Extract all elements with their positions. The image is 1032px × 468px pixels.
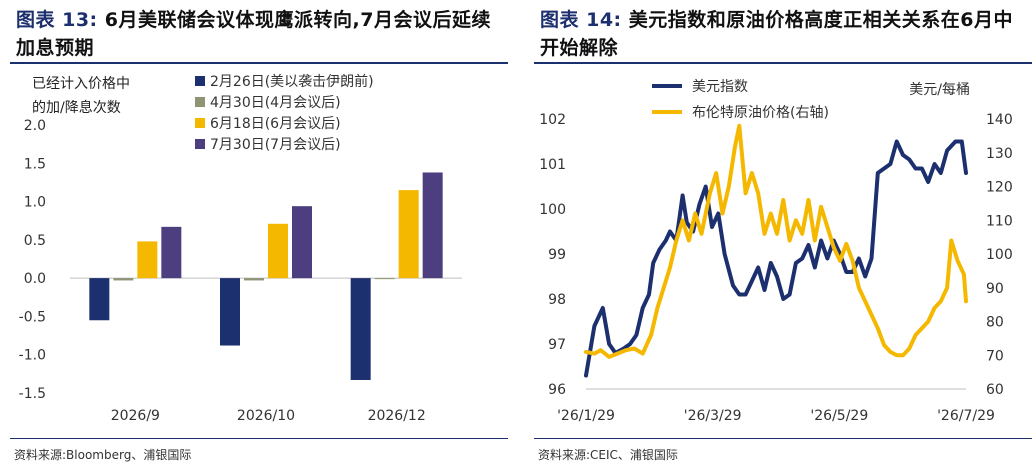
right-y-tick-label: 60 bbox=[986, 382, 1004, 398]
right-y-tick-label: 70 bbox=[986, 348, 1004, 364]
right-title-prefix: 图表 14: bbox=[540, 9, 622, 31]
bar-3-3 bbox=[398, 190, 419, 279]
right-y-tick-label: 90 bbox=[986, 281, 1004, 297]
x-tick-label: 2026/12 bbox=[368, 408, 426, 424]
right-y-tick-label: 130 bbox=[986, 146, 1013, 162]
x-tick-label: '26/5/29 bbox=[810, 408, 868, 424]
x-tick-label: '26/3/29 bbox=[684, 408, 742, 424]
x-tick-label: '26/7/29 bbox=[937, 408, 995, 424]
legend-label: 6月18日(6月会议后) bbox=[210, 116, 341, 132]
legend-label: 2月26日(美以袭击伊朗前) bbox=[210, 73, 374, 90]
right-line-chart: 102 101 100 99 98 97 96 140 130 120 110 100 90 80 70 60… bbox=[539, 79, 1013, 424]
x-tick-label: 2026/10 bbox=[237, 408, 295, 424]
right-chart-title: 图表 14: 美元指数和原油价格高度正相关关系在6月中开始解除 bbox=[540, 6, 1026, 62]
x-tick-label: 2026/9 bbox=[111, 408, 160, 424]
legend-swatch bbox=[195, 97, 205, 107]
left-source-note: 资料来源:Bloomberg、浦银国际 bbox=[14, 448, 192, 462]
left-source-rule bbox=[10, 438, 508, 439]
bar-1-1 bbox=[89, 278, 110, 321]
right-y-tick-label: 140 bbox=[986, 112, 1013, 128]
right-y-tick-label: 100 bbox=[986, 247, 1013, 263]
left-y-tick-label: 99 bbox=[548, 247, 566, 263]
y-axis-title-line-2: 的加/降息次数 bbox=[32, 99, 121, 116]
right-axis-title: 美元/每桶 bbox=[909, 82, 970, 98]
left-title-text: 6月美联储会议体现鹰派转向,7月会议后延续加息预期 bbox=[16, 9, 491, 59]
left-y-tick-label: 96 bbox=[548, 382, 566, 398]
y-tick-label: 0.0 bbox=[24, 271, 46, 287]
right-y-tick-label: 80 bbox=[986, 315, 1004, 331]
y-tick-label: -1.0 bbox=[19, 348, 46, 364]
left-y-tick-label: 97 bbox=[548, 337, 566, 353]
usd-index-line bbox=[584, 139, 968, 378]
brent-oil-line bbox=[584, 123, 968, 359]
y-tick-label: 1.0 bbox=[24, 195, 46, 211]
legend-label: 美元指数 bbox=[692, 79, 748, 95]
right-title-text: 美元指数和原油价格高度正相关关系在6月中开始解除 bbox=[540, 9, 1014, 59]
bar-1-2 bbox=[220, 278, 240, 346]
bar-2-1 bbox=[113, 278, 134, 281]
right-y-tick-label: 110 bbox=[986, 213, 1013, 229]
legend-swatch bbox=[195, 76, 205, 86]
y-axis-title-line-1: 已经计入价格中 bbox=[32, 76, 130, 92]
x-tick-label: '26/1/29 bbox=[557, 408, 615, 424]
right-source-note: 资料来源:CEIC、浦银国际 bbox=[538, 448, 678, 462]
left-title-rule bbox=[10, 62, 508, 64]
bar-2-2 bbox=[244, 278, 264, 281]
bar-3-2 bbox=[268, 223, 288, 279]
legend-label: 布伦特原油价格(右轴) bbox=[692, 105, 829, 121]
right-source-rule bbox=[534, 438, 1032, 439]
y-tick-label: -0.5 bbox=[19, 309, 46, 325]
bar-4-3 bbox=[422, 172, 443, 279]
y-tick-label: -1.5 bbox=[19, 386, 46, 402]
right-chart-panel: 图表 14: 美元指数和原油价格高度正相关关系在6月中开始解除 102 101 10… bbox=[524, 0, 1032, 468]
legend-label: 7月30日(7月会议后) bbox=[210, 137, 341, 153]
left-y-tick-label: 98 bbox=[548, 292, 566, 308]
left-y-tick-label: 102 bbox=[539, 112, 566, 128]
left-title-prefix: 图表 13: bbox=[16, 9, 98, 31]
y-tick-label: 0.5 bbox=[24, 233, 46, 249]
legend-label: 4月30日(4月会议后) bbox=[210, 95, 341, 111]
bar-1-3 bbox=[350, 278, 371, 380]
bar-4-1 bbox=[161, 226, 182, 279]
y-tick-label: 1.5 bbox=[24, 156, 46, 172]
bar-2-3 bbox=[374, 278, 395, 280]
y-tick-label: 2.0 bbox=[24, 118, 46, 134]
left-y-tick-label: 101 bbox=[539, 157, 566, 173]
bar-3-1 bbox=[137, 241, 158, 279]
legend-swatch bbox=[195, 139, 205, 149]
left-chart-title: 图表 13: 6月美联储会议体现鹰派转向,7月会议后延续加息预期 bbox=[16, 6, 502, 62]
left-y-tick-label: 100 bbox=[539, 202, 566, 218]
right-y-tick-label: 120 bbox=[986, 180, 1013, 196]
left-chart-panel: 图表 13: 6月美联储会议体现鹰派转向,7月会议后延续加息预期 已经计入价格中… bbox=[0, 0, 508, 468]
legend-swatch bbox=[195, 118, 205, 128]
right-title-rule bbox=[534, 62, 1032, 64]
bar-4-2 bbox=[292, 206, 312, 279]
